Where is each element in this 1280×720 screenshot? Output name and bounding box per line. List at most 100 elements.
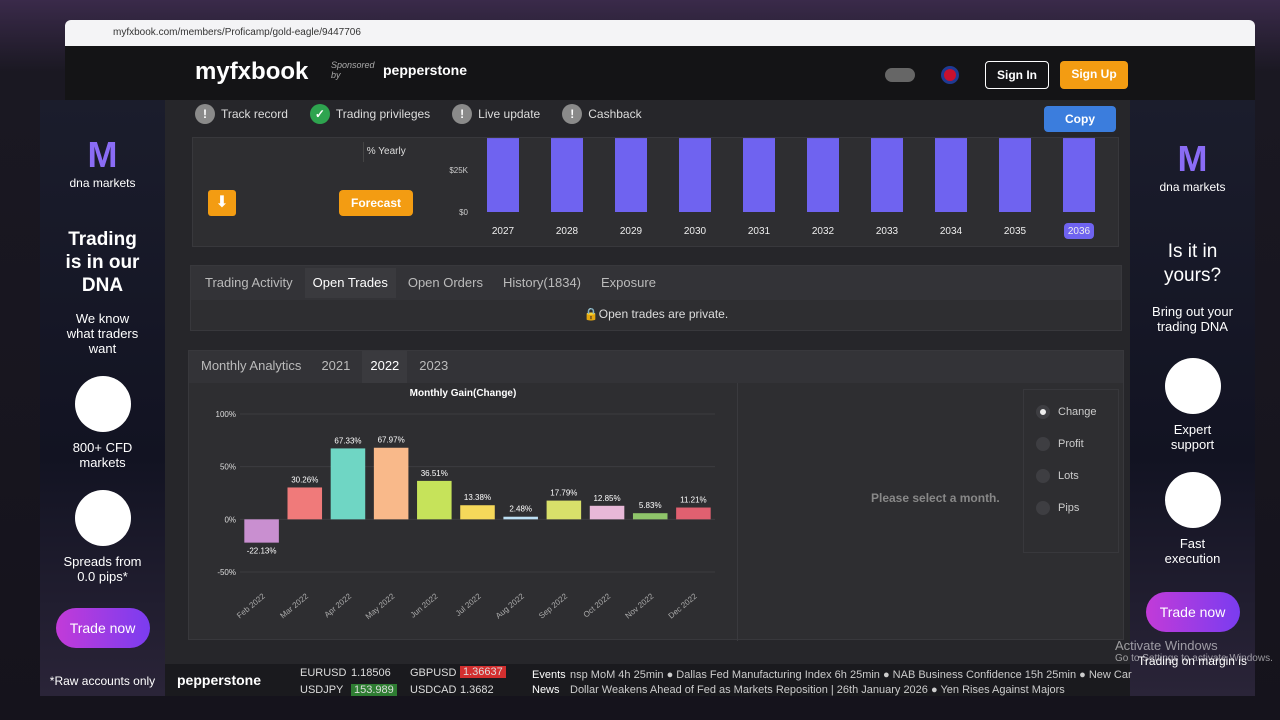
left-ad[interactable]: M dna markets Trading is in our DNA We k…: [40, 100, 165, 696]
trades-panel: Trading Activity Open Trades Open Orders…: [190, 265, 1122, 331]
bar: [743, 138, 775, 212]
bar: [679, 138, 711, 212]
data-label: -22.13%: [247, 547, 277, 556]
text: Go to Settings to activate Windows.: [1115, 653, 1273, 664]
divider: [737, 383, 738, 641]
right-ad[interactable]: M dna markets Is it in yours? Bring out …: [1130, 100, 1255, 696]
tab[interactable]: Open Trades: [304, 268, 396, 298]
tab[interactable]: Monthly Analytics: [201, 358, 302, 373]
yearly-unit: % Yearly: [363, 142, 413, 162]
badge: ! Track record: [195, 104, 288, 124]
x-tick-label: Apr 2022: [323, 591, 354, 619]
option[interactable]: Lots: [1036, 460, 1106, 492]
element: [1164, 472, 1221, 528]
text: Trade now: [1145, 592, 1240, 632]
sponsored: Sponsored by: [331, 60, 375, 80]
events: nsp MoM 4h 25min ● Dallas Fed Manufactur…: [570, 669, 1132, 681]
x-tick-label: 2034: [940, 226, 963, 237]
sponsor[interactable]: pepperstone: [383, 62, 468, 78]
tab[interactable]: Open Orders: [407, 275, 483, 290]
x-tick-label: Aug 2022: [494, 591, 526, 620]
data-label: 2.48%: [509, 505, 532, 514]
news: Dollar Weakens Ahead of Fed as Markets R…: [570, 684, 1065, 696]
text: Expert support: [1170, 422, 1215, 452]
x-tick-label: Mar 2022: [278, 591, 310, 620]
bar: [417, 480, 452, 520]
x-tick-label: 2030: [684, 226, 707, 237]
text: Bring out your trading DNA: [1152, 304, 1233, 334]
element: ✓: [309, 104, 330, 124]
tab[interactable]: 2021: [321, 358, 351, 373]
text: We know what traders want: [66, 311, 139, 356]
tab[interactable]: Exposure: [601, 275, 656, 290]
download[interactable]: ⬇: [208, 190, 236, 216]
tab[interactable]: History(1834): [502, 275, 582, 290]
forecast-button[interactable]: Forecast: [339, 190, 413, 216]
price: 1.36637: [460, 666, 506, 678]
theme-toggle[interactable]: [885, 68, 915, 82]
bar: [999, 138, 1031, 212]
text: Is it in yours?: [1163, 241, 1222, 286]
bar: [460, 505, 495, 520]
text: dna markets: [1159, 180, 1226, 194]
bar: [1063, 138, 1095, 212]
text: Spreads from 0.0 pips*: [63, 554, 142, 584]
text: 800+ CFD markets: [72, 440, 133, 470]
tab[interactable]: 2022: [362, 351, 408, 383]
y-tick-label: $25K: [449, 166, 468, 175]
x-tick-label: 2033: [876, 226, 899, 237]
bar: [871, 138, 903, 212]
element: [74, 490, 131, 546]
price: 153.989: [351, 684, 397, 696]
x-tick-label: Oct 2022: [582, 591, 613, 619]
element: !: [452, 104, 473, 124]
badge: ✓ Trading privileges: [309, 104, 430, 124]
language-flag[interactable]: [941, 66, 959, 84]
x-tick-label: 2028: [556, 226, 579, 237]
x-tick-label: 2031: [748, 226, 771, 237]
y-tick-label: -50%: [217, 568, 236, 577]
option[interactable]: Change: [1036, 396, 1106, 428]
text: Change: [1058, 406, 1097, 418]
x-tick-label: 2035: [1004, 226, 1027, 237]
watermark: Activate Windows Go to Settings to activ…: [1115, 638, 1273, 664]
browser-bar: myfxbook.com/members/Proficamp/gold-eagl…: [65, 20, 1255, 46]
y-tick-label: 100%: [216, 410, 236, 419]
y-tick-label: $0: [459, 208, 468, 217]
chart-title: Monthly Gain(Change): [410, 388, 517, 399]
data-label: 67.33%: [334, 436, 361, 445]
pair: USDJPY: [300, 684, 344, 696]
text: dna markets: [69, 176, 136, 190]
copy-button[interactable]: Copy: [1044, 106, 1116, 132]
bar: [546, 500, 582, 520]
y-tick-label: 50%: [220, 463, 236, 472]
text: Open trades are private.: [598, 307, 729, 321]
tab[interactable]: Trading Activity: [205, 275, 293, 290]
element: [1036, 405, 1050, 419]
bar: [935, 138, 967, 212]
news-label: News: [532, 684, 560, 696]
x-tick-label: Feb 2022: [235, 591, 267, 620]
option[interactable]: Profit: [1036, 428, 1106, 460]
bar: [244, 519, 279, 543]
gain-chart: Monthly Gain(Change) -50% 0% 50% 100% -22.13%…: [216, 388, 715, 621]
logo[interactable]: myfxbook: [195, 58, 309, 85]
x-tick-label: May 2022: [364, 591, 397, 621]
element: [74, 376, 131, 432]
tab[interactable]: 2023: [419, 358, 449, 373]
bar: [807, 138, 839, 212]
url[interactable]: myfxbook.com/members/Proficamp/gold-eagl…: [113, 27, 361, 38]
option[interactable]: Pips: [1036, 492, 1106, 524]
element: !: [562, 104, 583, 124]
data-label: 11.21%: [680, 496, 707, 505]
text: Activate Windows: [1115, 638, 1218, 653]
text: Track record: [221, 107, 288, 121]
x-tick-label: Jul 2022: [454, 591, 483, 618]
y-tick-label: 0%: [224, 515, 236, 524]
events-label: Events: [532, 669, 566, 681]
pair: GBPUSD: [410, 667, 457, 679]
sign-up[interactable]: Sign Up: [1060, 61, 1128, 89]
sign-in[interactable]: Sign In: [985, 61, 1049, 89]
x-tick-label: Nov 2022: [623, 591, 655, 620]
